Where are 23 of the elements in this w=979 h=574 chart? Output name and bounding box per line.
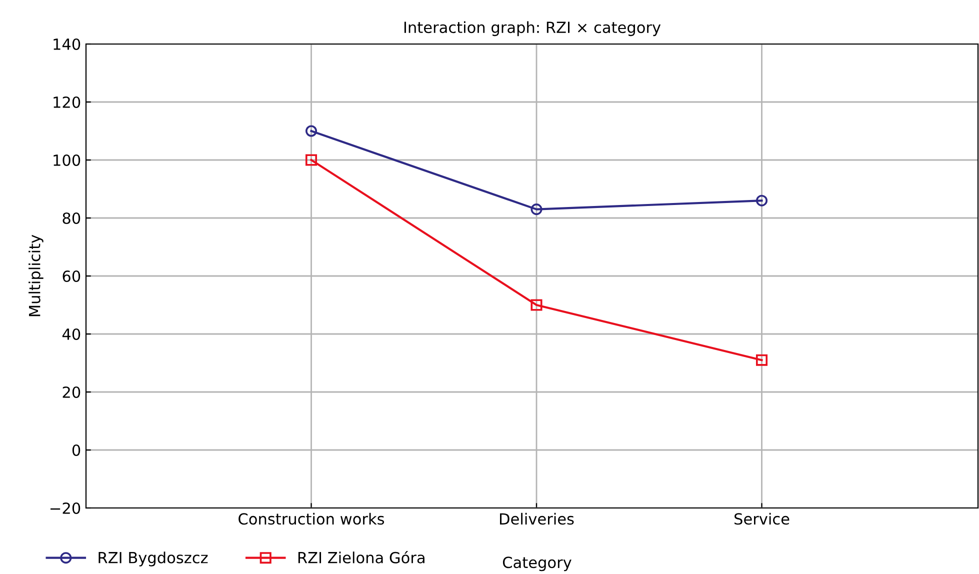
y-tick-label: 0 bbox=[72, 444, 80, 456]
legend-label: RZI Bygdoszcz bbox=[98, 552, 208, 566]
y-tick-label: 20 bbox=[62, 386, 80, 398]
x-tick-label: Deliveries bbox=[500, 512, 574, 525]
point bbox=[530, 299, 542, 311]
legend-label: RZI Zielona Góra bbox=[298, 550, 424, 564]
x-axis-title: Category bbox=[502, 556, 572, 572]
y-tick-label: −20 bbox=[50, 502, 80, 514]
point bbox=[530, 204, 542, 216]
chart-title: Interaction graph: RZI × category bbox=[404, 21, 661, 36]
point bbox=[305, 125, 318, 137]
point bbox=[756, 354, 768, 366]
y-axis-title: Multiplicity bbox=[28, 234, 44, 316]
point bbox=[305, 154, 318, 166]
y-tick-label: 140 bbox=[54, 38, 80, 50]
y-tick-label: 60 bbox=[62, 270, 80, 282]
point bbox=[756, 194, 768, 206]
y-tick-label: 40 bbox=[62, 328, 80, 340]
y-tick-label: 100 bbox=[54, 154, 80, 166]
y-tick-label: 120 bbox=[54, 96, 80, 108]
y-tick-label: 80 bbox=[62, 212, 80, 224]
x-tick-label: Construction works bbox=[238, 512, 384, 525]
x-tick-label: Service bbox=[734, 512, 790, 525]
